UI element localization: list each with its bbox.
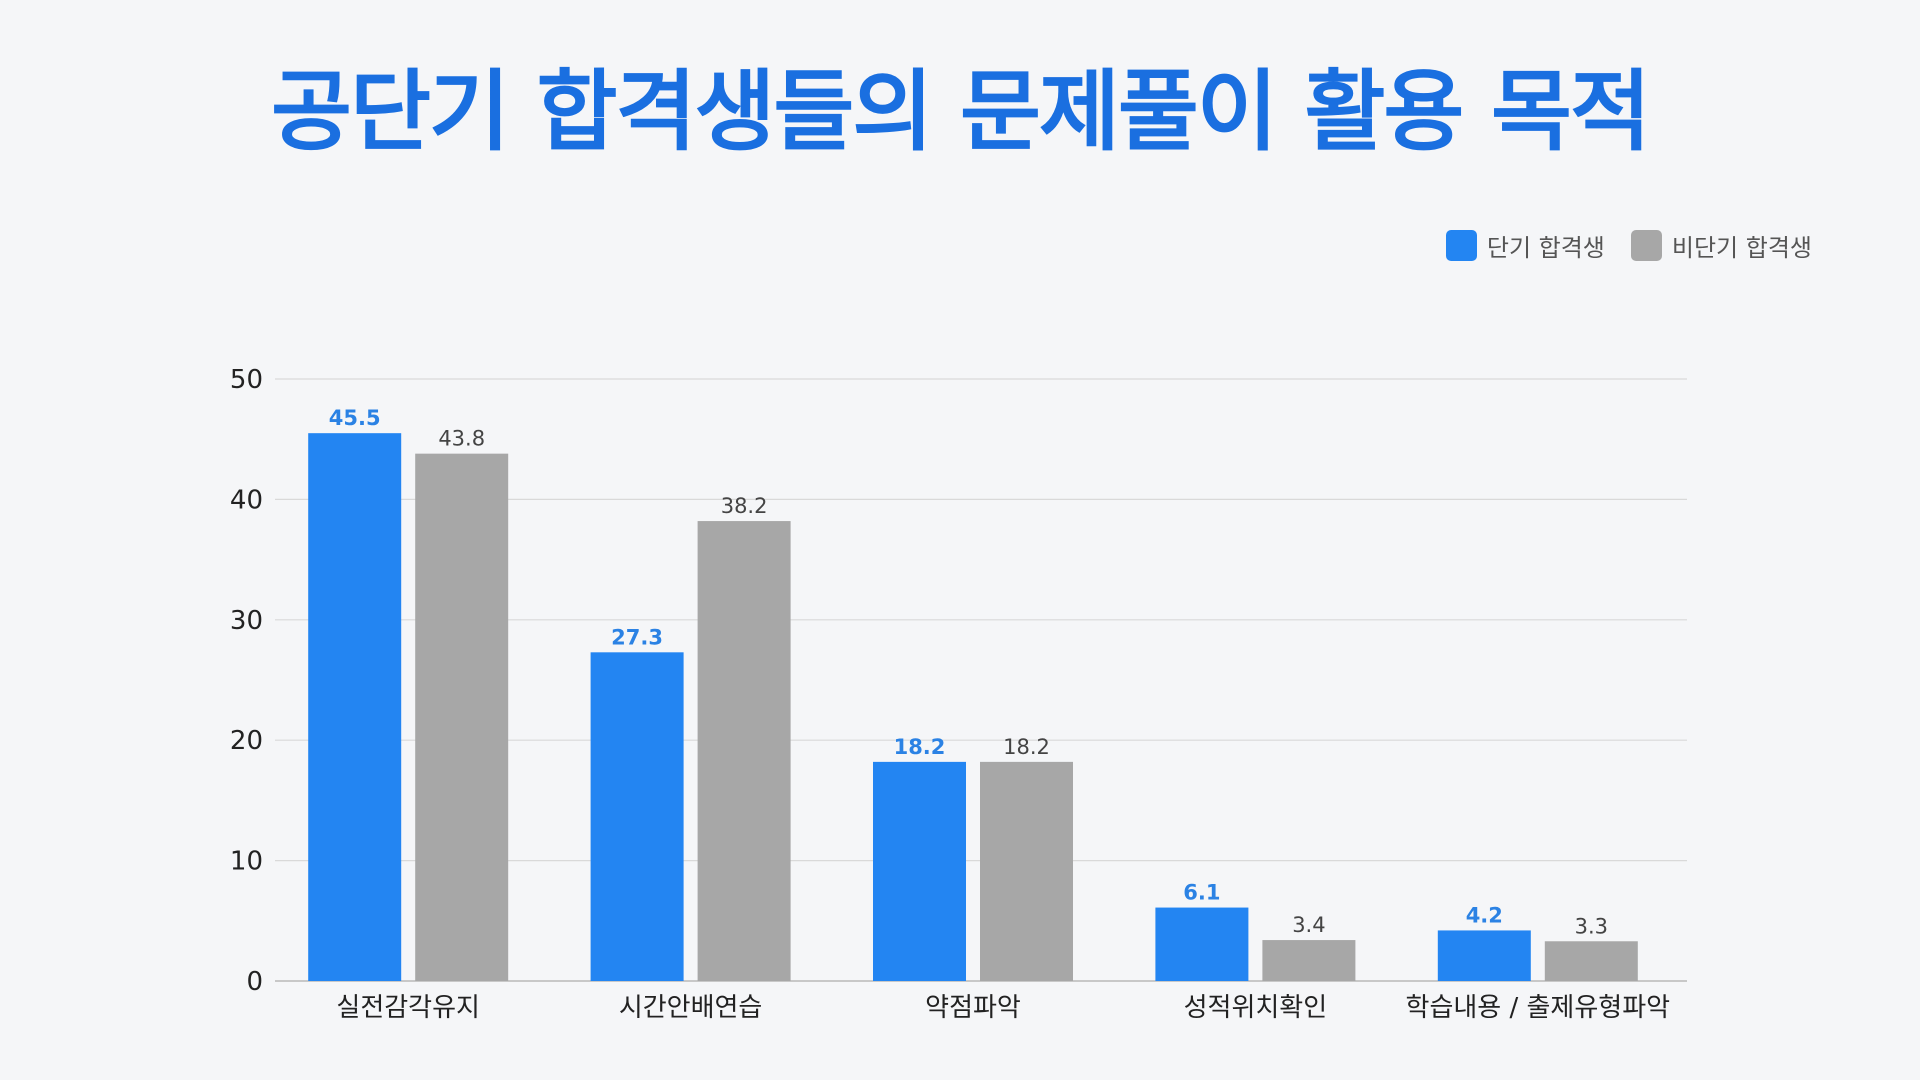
data-label-short-term-4: 4.2	[1466, 903, 1503, 927]
legend-item-non-short-term: 비단기 합격생	[1630, 228, 1812, 263]
bar-short-term-2	[873, 761, 966, 981]
y-tick-label-0: 0	[246, 967, 263, 997]
y-tick-label-4: 40	[230, 485, 263, 515]
x-category-label-1: 시간안배연습	[619, 993, 763, 1023]
legend-label-short-term: 단기 합격생	[1486, 234, 1605, 262]
data-label-non-short-term-0: 43.8	[438, 427, 485, 451]
data-label-short-term-2: 18.2	[894, 735, 946, 759]
data-label-non-short-term-3: 3.4	[1292, 913, 1325, 937]
bar-non-short-term-2	[980, 761, 1073, 981]
bar-non-short-term-0	[415, 453, 509, 981]
y-tick-label-1: 10	[230, 847, 263, 877]
x-category-label-4: 학습내용 / 출제유형파악	[1406, 993, 1671, 1023]
bar-short-term-3	[1155, 907, 1249, 981]
y-tick-label-3: 30	[230, 606, 263, 636]
y-tick-label-5: 50	[230, 365, 263, 395]
bar-non-short-term-1	[697, 521, 791, 981]
x-category-label-0: 실전감각유지	[336, 993, 480, 1023]
legend-label-non-short-term: 비단기 합격생	[1671, 234, 1812, 262]
y-tick-label-2: 20	[230, 726, 263, 756]
bar-non-short-term-3	[1262, 940, 1356, 981]
bar-short-term-4	[1437, 930, 1531, 981]
legend-swatch-non-short-term	[1630, 230, 1662, 261]
bar-short-term-0	[308, 433, 402, 981]
data-label-short-term-3: 6.1	[1183, 881, 1220, 905]
x-category-label-2: 약점파악	[925, 993, 1021, 1023]
legend-item-short-term: 단기 합격생	[1445, 228, 1605, 263]
data-label-non-short-term-4: 3.3	[1575, 914, 1608, 938]
legend-swatch-short-term	[1445, 230, 1477, 261]
chart-legend: 단기 합격생 비단기 합격생	[1445, 228, 1812, 263]
bar-short-term-1	[590, 652, 684, 981]
data-label-short-term-1: 27.3	[611, 625, 663, 649]
data-label-non-short-term-2: 18.2	[1003, 735, 1050, 759]
bar-non-short-term-4	[1544, 941, 1638, 981]
chart-title: 공단기 합격생들의 문제풀이 활용 목적	[271, 60, 1651, 163]
x-category-label-3: 성적위치확인	[1184, 993, 1328, 1023]
data-label-short-term-0: 45.5	[329, 406, 381, 430]
data-label-non-short-term-1: 38.2	[721, 494, 768, 518]
